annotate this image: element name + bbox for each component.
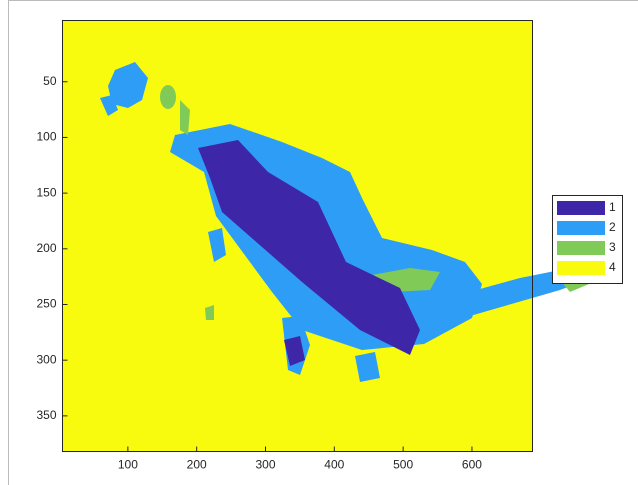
y-tick-label: 350 [36, 408, 56, 422]
x-tick-label: 300 [255, 458, 275, 472]
legend-swatch [557, 221, 605, 235]
y-tick-label: 50 [43, 74, 57, 88]
legend-label: 4 [609, 260, 616, 274]
plot-area: 100 200 300 400 500 600 50 100 150 200 250 300 350 [36, 20, 612, 472]
legend-label: 3 [609, 240, 616, 254]
y-tick-label: 250 [36, 297, 56, 311]
x-tick-label: 400 [324, 458, 344, 472]
region [160, 85, 176, 109]
legend-swatch [557, 261, 605, 275]
legend-label: 1 [609, 200, 616, 214]
x-tick-label: 200 [187, 458, 207, 472]
x-tick-label: 100 [118, 458, 138, 472]
x-tick-label: 600 [462, 458, 482, 472]
y-tick-label: 200 [36, 241, 56, 255]
figure: 100 200 300 400 500 600 50 100 150 200 250 300 350 1… [0, 0, 638, 485]
legend-swatch [557, 201, 605, 215]
y-tick-label: 150 [36, 185, 56, 199]
legend-label: 2 [609, 220, 616, 234]
y-tick-label: 100 [36, 130, 56, 144]
y-tick-label: 300 [36, 352, 56, 366]
legend: 1 2 3 4 [553, 196, 623, 284]
legend-swatch [557, 241, 605, 255]
x-tick-label: 500 [393, 458, 413, 472]
